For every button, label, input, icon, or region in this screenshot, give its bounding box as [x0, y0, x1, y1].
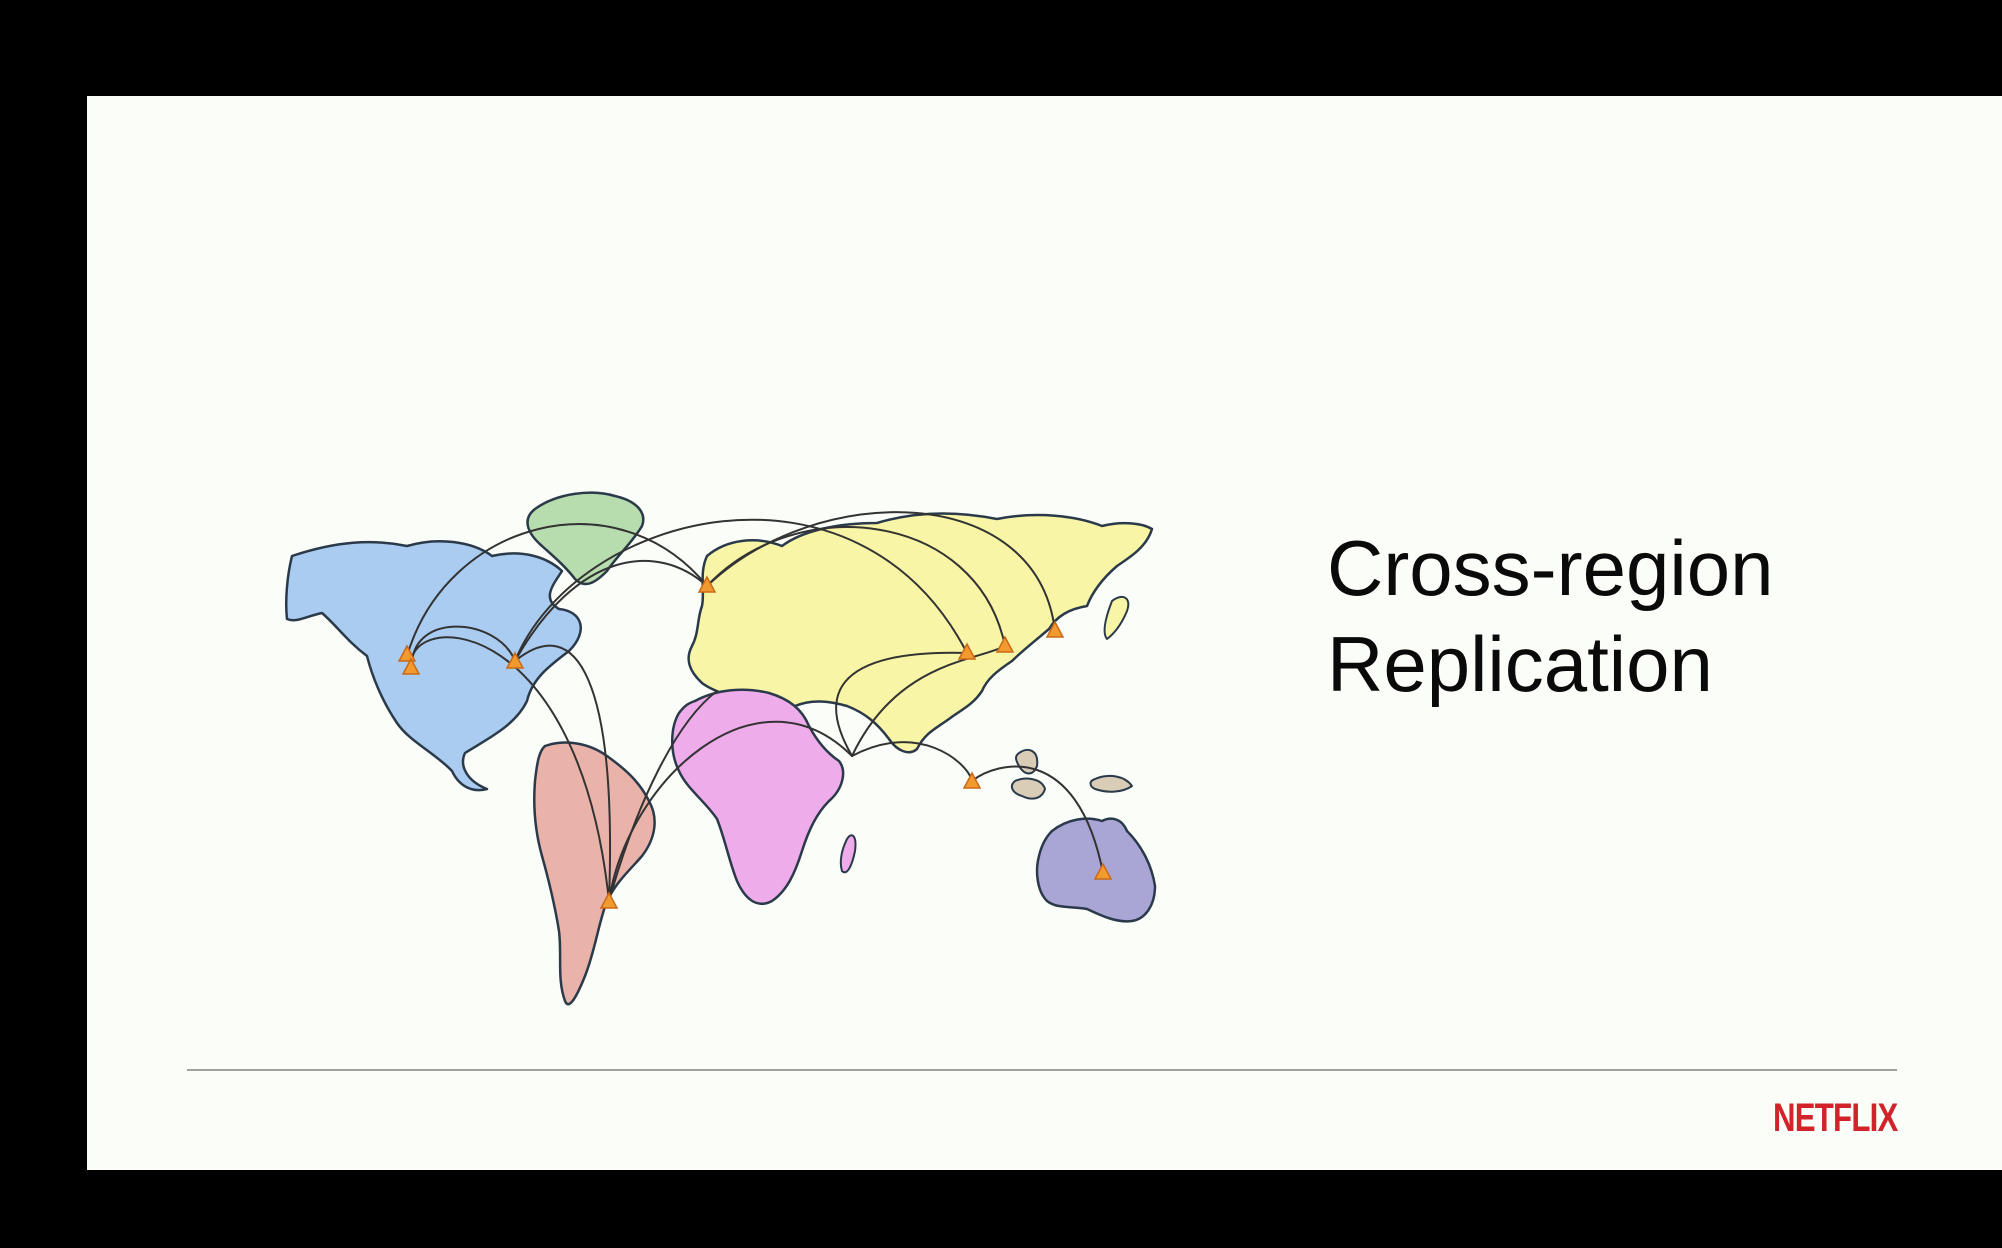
replication-link — [608, 690, 718, 902]
triangle-marker-icon — [995, 635, 1015, 653]
triangle-marker-icon — [401, 657, 421, 675]
triangle-marker-icon — [962, 771, 982, 789]
north-america-continent — [284, 540, 582, 792]
southeast-asia-island — [1010, 777, 1046, 800]
triangle-marker-icon — [599, 891, 619, 909]
replication-link — [514, 559, 708, 662]
footer-divider — [187, 1069, 1897, 1071]
triangle-marker-icon — [505, 651, 525, 669]
japan-island — [1103, 595, 1130, 640]
replication-link — [851, 741, 973, 782]
slide-title-line: Replication — [1327, 620, 1713, 708]
southeast-asia-island — [1089, 774, 1133, 793]
world-map-diagram — [284, 491, 1157, 1006]
netflix-logo: NETFLIX — [1773, 1096, 1898, 1140]
africa-continent — [671, 688, 845, 906]
replication-link — [608, 720, 853, 902]
replication-link — [410, 636, 610, 902]
triangle-marker-icon — [1093, 862, 1113, 880]
madagascar-island — [839, 834, 857, 874]
triangle-marker-icon — [397, 644, 417, 662]
greenland-island — [526, 491, 645, 586]
replication-link — [835, 651, 968, 757]
south-america-continent — [533, 741, 656, 1006]
replication-link — [851, 645, 1006, 757]
replication-link — [514, 644, 611, 902]
australia-continent — [1035, 817, 1157, 923]
region-markers — [397, 575, 1113, 909]
replication-link — [514, 518, 968, 662]
triangle-marker-icon — [957, 642, 977, 660]
replication-link — [706, 511, 1056, 632]
triangle-marker-icon — [697, 575, 717, 593]
slide-title-line: Cross-region — [1327, 524, 1774, 612]
triangle-marker-icon — [1045, 620, 1065, 638]
replication-link — [406, 523, 708, 657]
slide-title: Cross-region Replication — [1327, 520, 1887, 712]
presentation-slide: Cross-region Replication NETFLIX — [87, 96, 2002, 1170]
replication-link — [971, 765, 1104, 874]
